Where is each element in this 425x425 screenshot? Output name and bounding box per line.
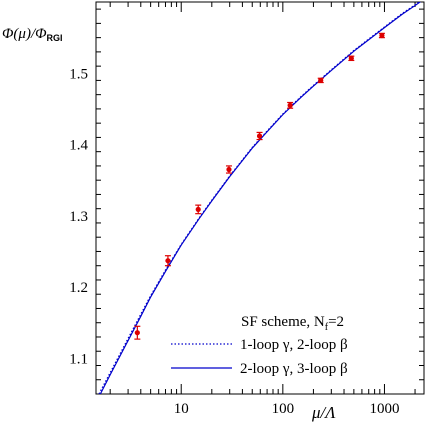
plot-frame	[95, 1, 425, 395]
x-tick-label: 10	[174, 401, 189, 417]
curve-layer	[98, 2, 422, 394]
legend-title-main: SF scheme, N	[241, 314, 325, 330]
data-point	[226, 166, 232, 173]
legend-entry-1-loop: 1-loop γ, 2-loop β	[240, 337, 348, 353]
data-point	[379, 32, 385, 39]
y-tick-label: 1.3	[69, 209, 88, 225]
y-tick-label: 1.5	[69, 66, 88, 82]
plot-border	[95, 1, 425, 395]
data-point	[256, 133, 263, 139]
y-axis-label-main: Φ(μ)/Φ	[2, 26, 47, 42]
y-tick-label: 1.2	[69, 280, 88, 296]
legend: SF scheme, Nf=2 1-loop γ, 2-loop β 2-loo…	[171, 314, 348, 377]
data-point	[165, 258, 171, 264]
y-tick-label: 1.4	[69, 138, 88, 154]
x-axis-label: μ/Λ	[311, 403, 336, 422]
data-points	[134, 32, 385, 340]
legend-title-sub: f	[325, 322, 329, 333]
data-point	[195, 206, 201, 213]
curve-2-loop	[99, 2, 422, 394]
tick-labels: 1.1 1.2 1.3 1.4 1.5 10 100 1000	[69, 66, 399, 417]
y-axis-label-sub: RGI	[47, 33, 63, 43]
x-tick-label: 1000	[369, 401, 399, 417]
axis-ticks	[96, 2, 424, 395]
x-tick-label: 100	[272, 401, 295, 417]
data-point	[318, 77, 324, 83]
curve-1-loop	[98, 2, 421, 394]
y-tick-label: 1.1	[69, 351, 88, 367]
data-point	[287, 102, 293, 108]
legend-entry-2-loop: 2-loop γ, 3-loop β	[240, 361, 348, 377]
data-point	[348, 55, 354, 61]
legend-title-end: =2	[328, 314, 344, 330]
data-point	[134, 330, 140, 336]
legend-title: SF scheme, Nf=2	[241, 314, 344, 333]
y-axis-label: Φ(μ)/ΦRGI	[2, 26, 63, 43]
